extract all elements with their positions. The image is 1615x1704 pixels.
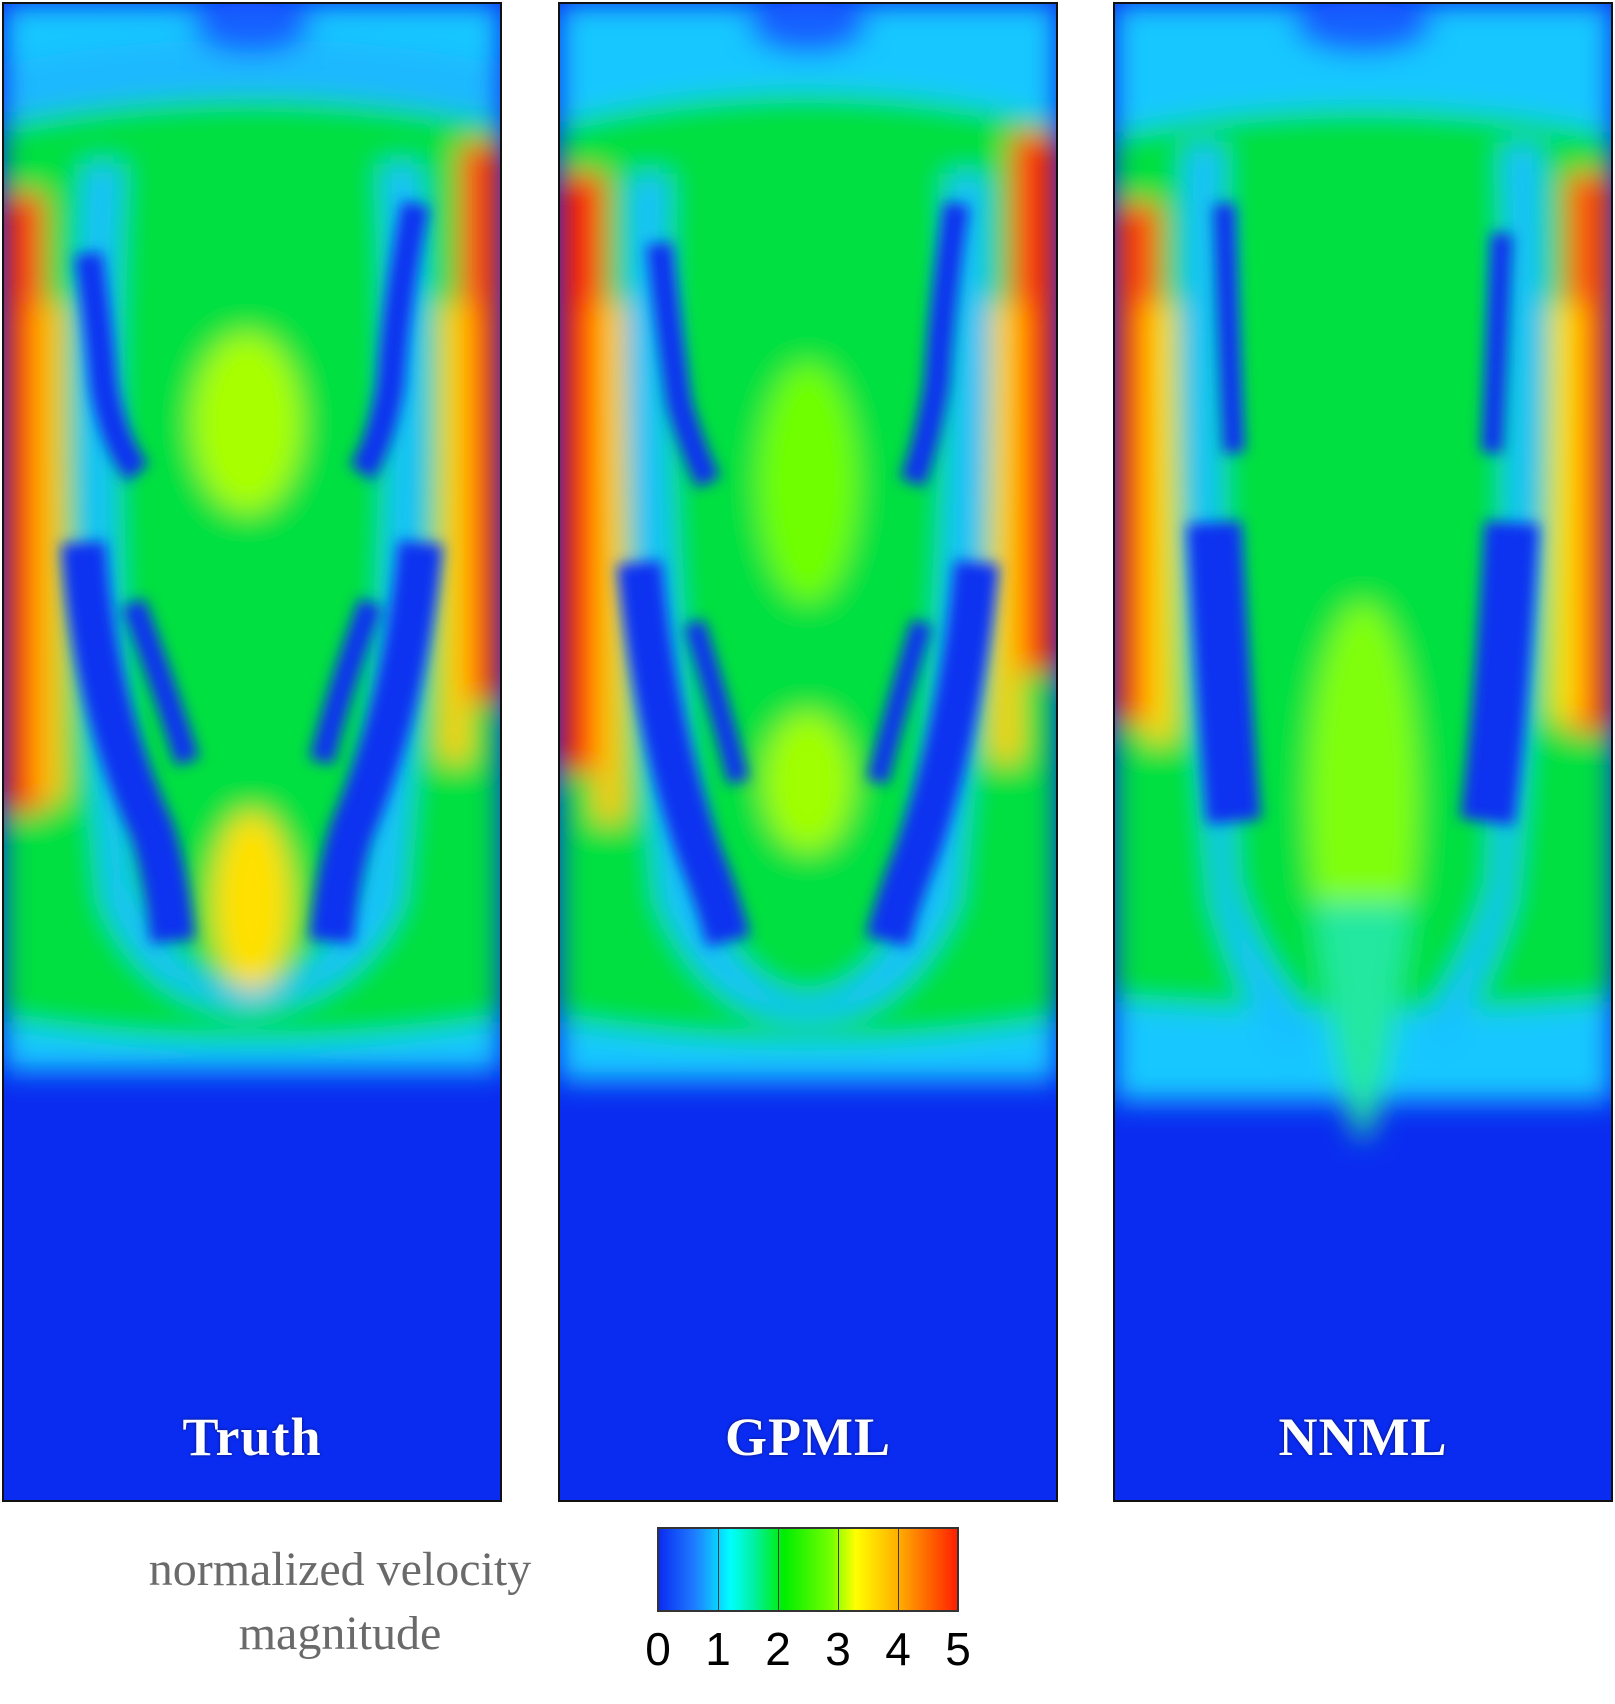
gpml-panel: GPML	[558, 2, 1058, 1502]
truth-panel: Truth	[2, 2, 502, 1502]
colorbar-title-line1: normalized velocity	[148, 1543, 532, 1596]
colorbar-tick: 5	[945, 1623, 971, 1675]
colorbar-tick: 3	[825, 1623, 851, 1675]
truth-velocity-field	[4, 4, 500, 1500]
gpml-velocity-field	[560, 4, 1056, 1500]
colorbar-ticks: 0 1 2 3 4 5	[0, 1622, 1615, 1682]
colorbar-divider	[778, 1529, 779, 1610]
colorbar-divider	[718, 1529, 719, 1610]
colorbar-divider	[838, 1529, 839, 1610]
colorbar-divider	[898, 1529, 899, 1610]
colorbar-tick: 4	[885, 1623, 911, 1675]
gpml-label: GPML	[725, 1407, 891, 1467]
nnml-velocity-field	[1115, 4, 1611, 1500]
truth-label: Truth	[182, 1407, 322, 1467]
colorbar	[657, 1527, 959, 1612]
colorbar-title-line2: magnitude	[238, 1607, 442, 1660]
colorbar-tick: 0	[645, 1623, 671, 1675]
nnml-label: NNML	[1278, 1407, 1448, 1467]
colorbar-title: normalized velocity magnitude	[100, 1538, 580, 1666]
colorbar-tick: 2	[765, 1623, 791, 1675]
nnml-panel: NNML	[1113, 2, 1613, 1502]
colorbar-tick: 1	[705, 1623, 731, 1675]
